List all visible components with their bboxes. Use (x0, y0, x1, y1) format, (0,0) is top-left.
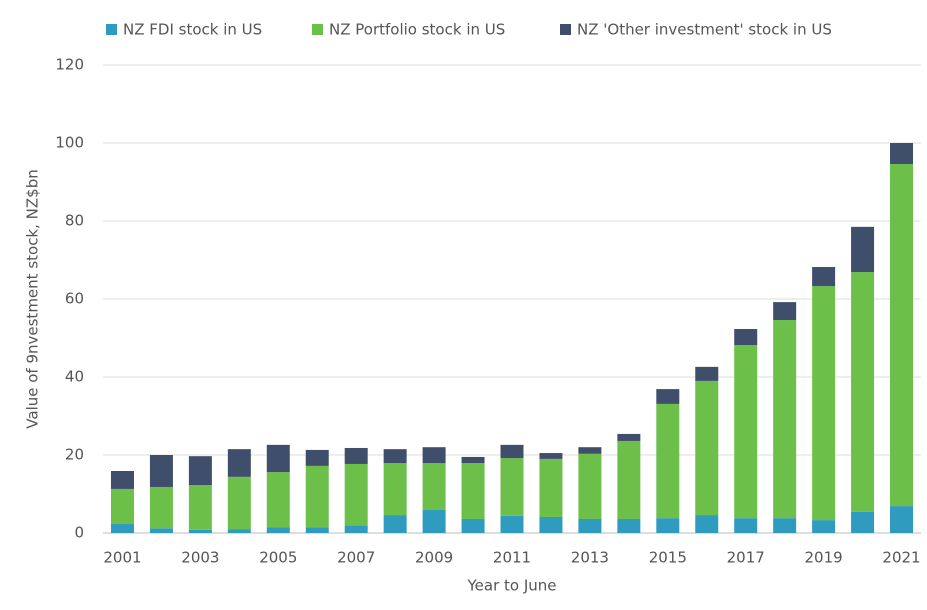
bar-segment (383, 463, 407, 516)
y-axis-label: Value of 9nvestment stock, NZ$bn (24, 169, 42, 428)
bar-segment (461, 456, 485, 464)
bar-segment (812, 286, 836, 521)
bar-segment (227, 529, 251, 533)
bar-segment (734, 345, 758, 519)
x-tick-label: 2015 (649, 549, 687, 567)
bar-segment (617, 433, 641, 441)
y-tick-label: 80 (65, 212, 84, 230)
bar-segment (461, 463, 485, 519)
bar-segment (227, 476, 251, 530)
x-tick-label: 2013 (571, 549, 609, 567)
bar-segment (773, 320, 797, 519)
bar-segment (812, 267, 836, 287)
bar-segment (617, 440, 641, 519)
y-tick-label: 120 (55, 56, 84, 74)
bar-segment (188, 456, 212, 486)
y-tick-label: 20 (65, 446, 84, 464)
bar-segment (578, 453, 602, 519)
bar-segment (851, 226, 875, 273)
bar-segment (578, 447, 602, 454)
x-tick-label: 2003 (181, 549, 219, 567)
y-tick-label: 40 (65, 368, 84, 386)
x-tick-label: 2017 (727, 549, 765, 567)
bar-segment (305, 465, 329, 528)
bar-segment (266, 527, 290, 533)
bar-segment (110, 470, 134, 489)
legend-swatch (560, 24, 571, 35)
bar-segment (851, 511, 875, 533)
bar-segment (461, 518, 485, 533)
bar-segment (656, 403, 680, 519)
legend-label: NZ 'Other investment' stock in US (577, 21, 832, 39)
bar-segment (383, 515, 407, 533)
bar-segment (266, 472, 290, 528)
bar-segment (695, 515, 719, 533)
y-tick-label: 100 (55, 134, 84, 152)
bar-segment (344, 463, 368, 526)
bar-segment (344, 447, 368, 464)
y-tick-label: 0 (74, 524, 84, 542)
bar-segment (656, 389, 680, 404)
y-tick-label: 60 (65, 290, 84, 308)
bar-segment (539, 453, 563, 459)
legend-swatch (312, 24, 323, 35)
x-tick-label: 2007 (337, 549, 375, 567)
bar-segment (539, 458, 563, 518)
bar-segment (383, 449, 407, 464)
bar-segment (773, 302, 797, 321)
bar-segment (890, 506, 914, 533)
bar-segment (149, 486, 173, 529)
bar-segment (149, 455, 173, 487)
bar-segment (539, 517, 563, 533)
bar-segment (110, 488, 134, 525)
legend-label: NZ Portfolio stock in US (329, 21, 505, 39)
bar-segment (656, 518, 680, 533)
bar-segment (500, 444, 524, 459)
bar-segment (734, 518, 758, 533)
bar-segment (890, 164, 914, 507)
bar-segment (305, 449, 329, 466)
bar-segment (890, 143, 914, 165)
bar-segment (149, 528, 173, 533)
bar-segment (500, 515, 524, 533)
bar-segment (812, 520, 836, 533)
bar-segment (305, 527, 329, 533)
bar-segment (344, 525, 368, 533)
bar-segment (617, 518, 641, 533)
x-axis-label: Year to June (466, 577, 556, 595)
bar-segment (851, 272, 875, 512)
x-tick-label: 2009 (415, 549, 453, 567)
bar-segment (188, 485, 212, 530)
x-tick-label: 2005 (259, 549, 297, 567)
legend-label: NZ FDI stock in US (123, 21, 262, 39)
bar-segment (110, 524, 134, 533)
x-tick-label: 2021 (882, 549, 920, 567)
bar-segment (500, 458, 524, 516)
bar-segment (578, 518, 602, 533)
bar-segment (422, 463, 446, 510)
bar-segment (266, 444, 290, 473)
bar-segment (695, 380, 719, 516)
bar-segment (188, 529, 212, 533)
legend-swatch (106, 24, 117, 35)
bar-segment (227, 449, 251, 477)
x-tick-label: 2011 (493, 549, 531, 567)
bar-segment (734, 329, 758, 346)
bar-segment (422, 447, 446, 464)
x-tick-label: 2019 (805, 549, 843, 567)
bar-segment (695, 366, 719, 381)
x-tick-label: 2001 (103, 549, 141, 567)
bar-segment (773, 518, 797, 533)
bar-segment (422, 509, 446, 533)
